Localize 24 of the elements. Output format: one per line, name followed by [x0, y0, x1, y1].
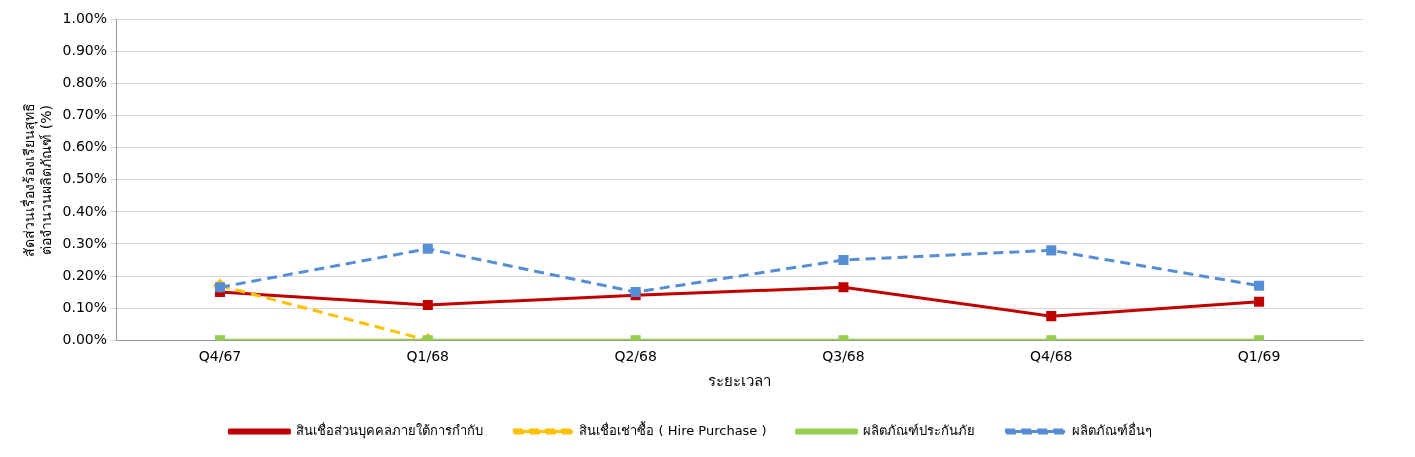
y-tick-label: 0.80% [62, 74, 108, 91]
y-tick-label: 1.00% [62, 10, 108, 27]
x-tick-label: Q2/68 [614, 348, 657, 365]
y-tick-label: 0.30% [62, 234, 108, 251]
x-tick-label: Q1/68 [406, 348, 450, 365]
y-tick-label: 0.50% [62, 170, 108, 187]
text: ต่อจำนวนผลิตภัณฑ์ (%) [37, 104, 54, 255]
y-tick-label: 0.20% [62, 266, 108, 283]
legend-label: สินเชื่อเช่าซื้อ ( Hire Purchase ) [579, 420, 767, 438]
x-tick-label: Q1/69 [1237, 348, 1281, 365]
text: สัดส่วนเรื่องร้องเรียนสุทธิ [21, 102, 38, 257]
x-tick-label: Q4/67 [198, 348, 242, 365]
legend-label: ผลิตภัณฑ์ประกันภัย [863, 422, 976, 438]
legend-label: ผลิตภัณฑ์อื่นๆ [1071, 421, 1152, 438]
y-tick-label: 0.40% [62, 202, 108, 219]
y-tick-label: 0.00% [62, 330, 108, 347]
legend-label: สินเชื่อส่วนบุคคลภายใต้การกำกับ [295, 421, 483, 439]
x-tick-label: Q4/68 [1030, 348, 1073, 365]
y-tick-label: 0.60% [62, 138, 108, 155]
y-tick-label: 0.70% [62, 106, 108, 123]
x-tick-label: Q3/68 [822, 348, 865, 365]
y-tick-label: 0.90% [62, 42, 108, 59]
x-axis-title: ระยะเวลา [708, 371, 772, 390]
y-tick-label: 0.10% [62, 298, 108, 315]
